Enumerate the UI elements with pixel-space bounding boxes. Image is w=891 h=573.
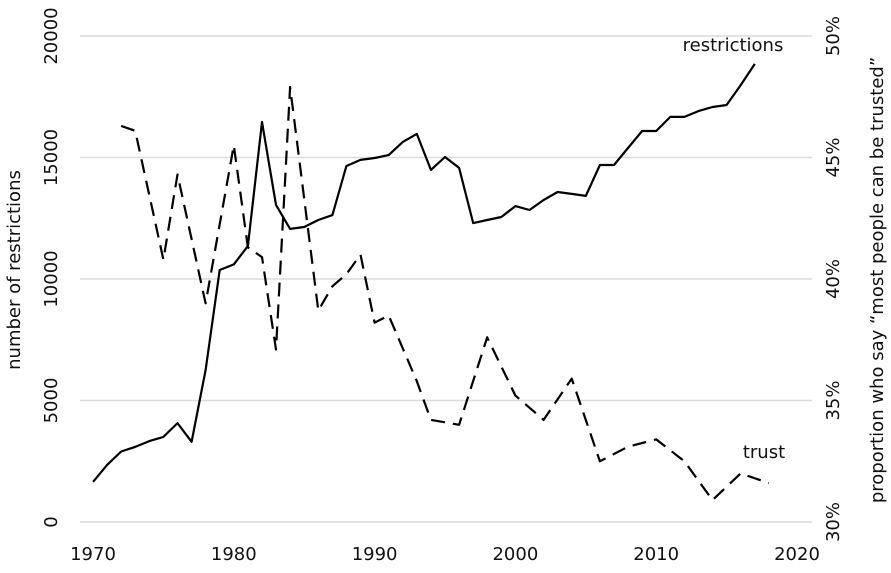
y2-tick-label: 50%	[823, 16, 844, 56]
y-tick-label: 0	[41, 516, 62, 527]
y2-tick-label: 35%	[823, 380, 844, 420]
y-axis-label: number of restrictions	[4, 170, 25, 370]
x-tick-label: 2010	[633, 544, 679, 565]
y2-tick-label: 30%	[823, 502, 844, 542]
x-tick-label: 1990	[352, 544, 398, 565]
x-tick-label: 1970	[70, 544, 116, 565]
y-tick-label: 5000	[41, 378, 62, 424]
y-tick-label: 20000	[41, 7, 62, 64]
x-tick-label: 2020	[774, 544, 820, 565]
y2-tick-label: 45%	[823, 137, 844, 177]
x-tick-label: 2000	[492, 544, 538, 565]
line-restrictions	[92, 63, 756, 483]
annotation: restrictions	[683, 35, 784, 56]
y-tick-label: 10000	[41, 250, 62, 307]
line-trust	[120, 85, 770, 502]
annotation: trust	[743, 442, 785, 463]
y-tick-label: 15000	[41, 129, 62, 186]
y2-tick-label: 40%	[823, 259, 844, 299]
x-tick-label: 1980	[211, 544, 257, 565]
y2-axis-label: proportion who say “most people can be t…	[867, 57, 888, 503]
